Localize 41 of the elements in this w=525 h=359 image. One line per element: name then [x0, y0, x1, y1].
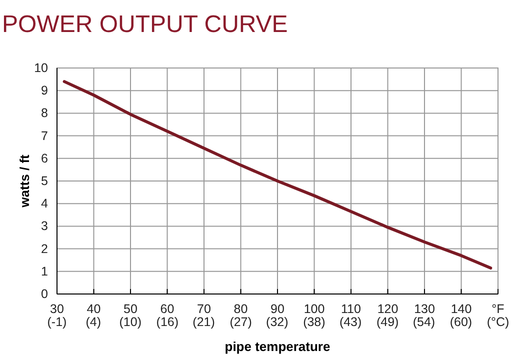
x-tick-label: 100 [304, 302, 325, 316]
y-tick-label: 1 [41, 264, 48, 278]
x-tick-label: 110 [341, 302, 362, 316]
x2-tick-label: (60) [450, 315, 472, 329]
y-tick-label: 2 [41, 242, 48, 256]
y-tick-label: 0 [41, 287, 48, 301]
x-tick-label: 40 [86, 302, 101, 316]
x-tick-label: 30 [50, 302, 64, 316]
x2-tick-label: (43) [339, 315, 362, 329]
x2-tick-label: (10) [119, 315, 142, 329]
x-tick-label: 90 [270, 302, 284, 316]
x2-tick-label: (32) [266, 315, 288, 329]
y-tick-label: 9 [41, 84, 48, 98]
x2-tick-label: (4) [86, 315, 102, 329]
x2-tick-label: (°C) [486, 315, 510, 329]
x-tick-label: 50 [124, 302, 138, 316]
x2-tick-label: (16) [156, 315, 179, 329]
y-tick-label: 3 [41, 219, 48, 234]
x2-tick-label: (27) [230, 315, 252, 329]
x-tick-label: °F [492, 302, 505, 316]
y-tick-label: 6 [41, 151, 48, 166]
x2-tick-label: (54) [412, 315, 436, 329]
x-tick-label: 70 [197, 302, 211, 316]
x2-tick-label: (49) [376, 315, 399, 329]
x-tick-label: 140 [450, 302, 472, 316]
line-series [62, 80, 492, 270]
y-tick-label: 4 [41, 196, 48, 211]
x2-tick-label: (21) [192, 315, 215, 329]
x-tick-label: 80 [234, 302, 248, 316]
y-tick-label: 5 [41, 174, 48, 188]
y-tick-label: 8 [41, 106, 48, 120]
x-axis-title: pipe temperature [224, 339, 330, 354]
y-tick-label: 10 [34, 61, 48, 75]
x-tick-label: 120 [377, 302, 398, 316]
x-tick-label: 60 [160, 302, 174, 316]
y-tick-label: 7 [41, 128, 48, 143]
chart-title: POWER OUTPUT CURVE [2, 11, 288, 38]
x2-tick-label: (-1) [47, 315, 67, 329]
y-axis-title: watts / ft [17, 154, 32, 208]
x-tick-label: 130 [414, 302, 435, 316]
x2-tick-label: (38) [303, 315, 326, 329]
